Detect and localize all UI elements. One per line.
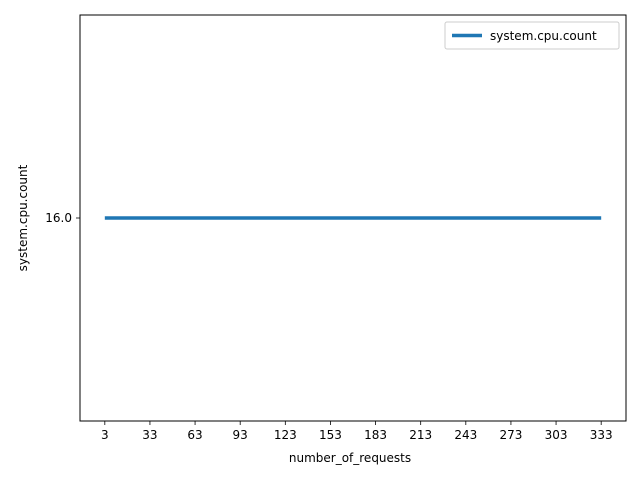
x-axis-label: number_of_requests — [289, 451, 411, 465]
x-tick-label: 123 — [274, 428, 297, 442]
x-tick-label: 33 — [142, 428, 157, 442]
x-tick-label: 333 — [590, 428, 613, 442]
x-tick-label: 3 — [101, 428, 109, 442]
x-tick-label: 93 — [233, 428, 248, 442]
y-axis-label: system.cpu.count — [16, 164, 30, 271]
legend-box — [444, 21, 620, 50]
x-axis-ticks: 3 33 63 93 123 153 183 213 243 273 303 333 — [101, 421, 613, 442]
x-tick-label: 153 — [319, 428, 342, 442]
x-tick-label: 243 — [454, 428, 477, 442]
legend-entry-label: system.cpu.count — [490, 29, 597, 43]
x-tick-label: 273 — [499, 428, 522, 442]
x-tick-label: 183 — [364, 428, 387, 442]
x-tick-label: 303 — [545, 428, 568, 442]
legend: system.cpu.count — [444, 21, 620, 50]
y-tick-label: 16.0 — [45, 211, 72, 225]
x-tick-label: 213 — [409, 428, 432, 442]
x-tick-label: 63 — [187, 428, 202, 442]
y-axis-ticks: 16.0 — [45, 211, 80, 225]
